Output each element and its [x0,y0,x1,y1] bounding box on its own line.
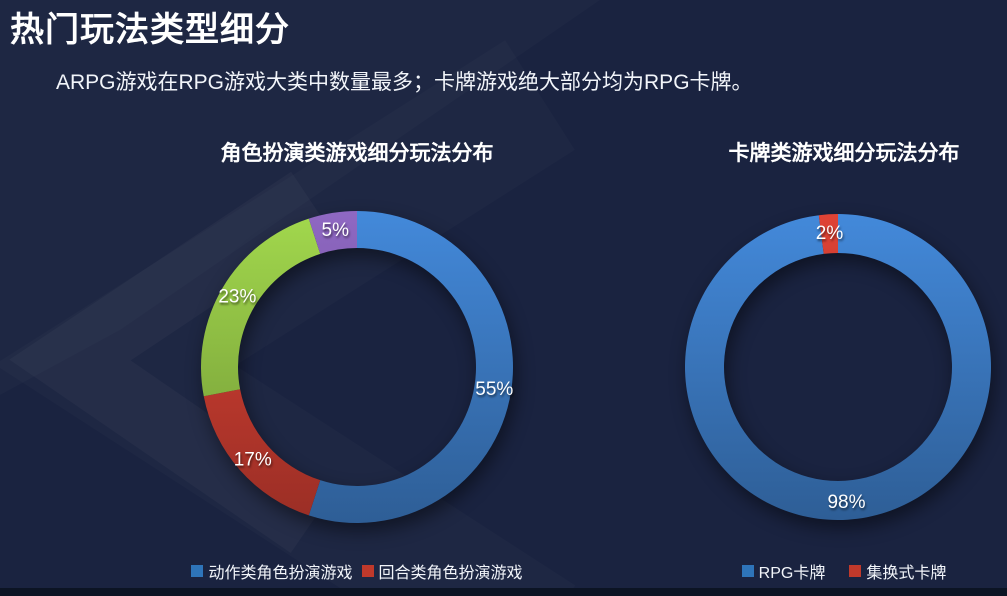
chart-title-roleplay: 角色扮演类游戏细分玩法分布 [220,142,494,165]
donut-slice [308,211,357,254]
legend-label: RPG卡牌 [758,565,826,582]
legend-label: 回合类角色扮演游戏 [378,565,523,582]
legend-item: 集换式卡牌 [849,559,946,583]
slice-percent-label: 5% [322,220,350,241]
donut-slice [818,214,838,254]
donut-slice [308,211,513,523]
slice-percent-label: 17% [234,449,272,470]
slice-percent-label: 23% [218,287,256,308]
legend-swatch-icon [741,565,754,577]
legend-item: 动作类角色扮演游戏 [191,559,353,583]
slice-percent-label: 55% [475,379,513,400]
legend-swatch-icon [361,565,374,577]
legend-card: RPG卡牌 集换式卡牌 [644,559,1007,583]
slice-percent-label: 2% [816,223,844,244]
donut-chart-card: 98% 2% [685,214,991,520]
legend-roleplay: 动作类角色扮演游戏 回合类角色扮演游戏 [107,559,607,583]
donut-slice [201,218,321,397]
legend-swatch-icon [191,565,204,577]
legend-item: 回合类角色扮演游戏 [361,559,523,583]
donut-slice [203,389,321,516]
chart-title-card: 卡牌类游戏细分玩法分布 [728,142,960,165]
legend-item: RPG卡牌 [741,559,826,583]
donut-chart-roleplay: 55% 17% 23% 5% [201,211,513,523]
slice-percent-label: 98% [827,492,865,513]
legend-swatch-icon [849,565,862,577]
legend-label: 集换式卡牌 [866,565,947,582]
page-title: 热门玩法类型细分 [10,11,290,49]
donut-slice [685,214,991,520]
slide-subtitle: ARPG游戏在RPG游戏大类中数量最多；卡牌游戏绝大部分均为RPG卡牌。 [56,71,753,94]
bottom-bar [0,588,1007,596]
legend-label: 动作类角色扮演游戏 [208,565,353,582]
